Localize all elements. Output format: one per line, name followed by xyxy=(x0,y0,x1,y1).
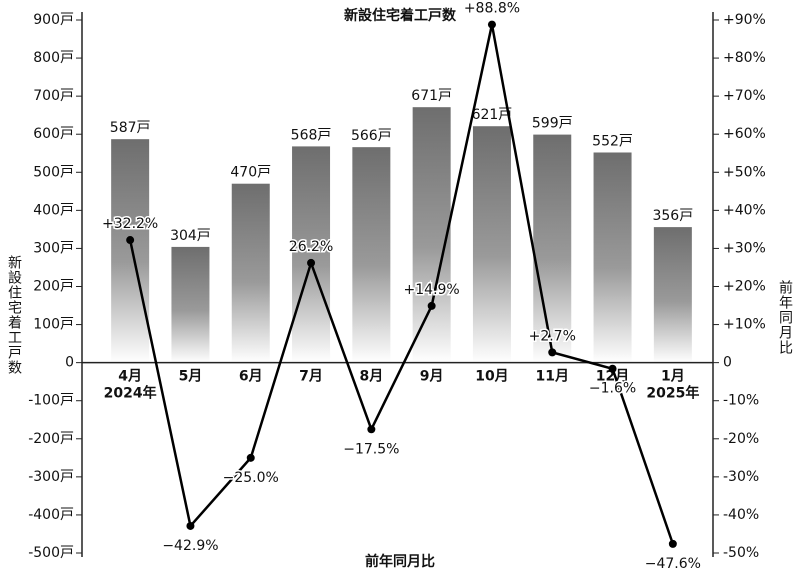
line xyxy=(128,24,675,545)
line-point xyxy=(487,20,496,29)
y-tick-label: 600戸 xyxy=(33,126,74,142)
y-tick-label: -400戸 xyxy=(28,507,74,523)
chart-title: 新設住宅着工戸数 xyxy=(344,7,457,24)
bar xyxy=(593,152,632,363)
y2-tick-label: +90% xyxy=(723,12,766,28)
x-year-label: 2024年 xyxy=(104,385,157,402)
line-point xyxy=(608,364,617,373)
y-tick-label: -200戸 xyxy=(28,431,74,447)
y2-tick-label: +30% xyxy=(723,240,766,256)
x-tick-label: 7月 xyxy=(299,369,323,385)
bar xyxy=(472,126,511,363)
line-point xyxy=(126,236,135,245)
bar-value-label: 566戸 xyxy=(351,128,392,144)
y2-tick-label: 0 xyxy=(723,355,732,371)
line-value-label: +88.8% xyxy=(464,1,520,17)
bar-value-label: 587戸 xyxy=(110,120,151,136)
y2-tick-label: +70% xyxy=(723,88,766,104)
bar-value-label: 568戸 xyxy=(291,127,332,143)
x-tick-label: 11月 xyxy=(536,369,569,385)
line-value-label: −17.5% xyxy=(343,441,399,457)
line-point xyxy=(668,539,677,548)
line-point xyxy=(367,425,376,434)
bar-value-label: 621戸 xyxy=(472,107,513,123)
x-tick-label: 9月 xyxy=(420,369,444,385)
y-tick-label: -300戸 xyxy=(28,469,74,485)
x-tick-label: 12月 xyxy=(596,369,629,385)
line-value-label: −1.6% xyxy=(589,381,636,397)
bar-value-label: 671戸 xyxy=(411,88,452,104)
bar-value-label: 552戸 xyxy=(592,133,633,149)
x-tick-label: 4月 xyxy=(118,369,142,385)
line-value-label: −42.9% xyxy=(162,538,218,554)
line-point xyxy=(186,521,195,530)
x-year-label: 2025年 xyxy=(646,385,699,402)
bar xyxy=(533,134,572,363)
x-tick-label: 10月 xyxy=(475,369,508,385)
y-tick-label: 900戸 xyxy=(33,12,74,28)
bar xyxy=(352,147,391,363)
y2-tick-label: +40% xyxy=(723,202,766,218)
y2-tick-label: -30% xyxy=(723,469,759,485)
y-tick-label: 100戸 xyxy=(33,317,74,333)
bar xyxy=(231,183,270,363)
y-tick-label: 200戸 xyxy=(33,279,74,295)
line-point xyxy=(307,258,316,267)
y2-tick-label: +80% xyxy=(723,50,766,66)
y2-tick-label: +60% xyxy=(723,126,766,142)
bar-value-label: 470戸 xyxy=(230,165,271,181)
y2-axis-title: 前年同月比 xyxy=(777,279,793,355)
x-tick-label: 5月 xyxy=(179,369,203,385)
y2-tick-label: -10% xyxy=(723,393,759,409)
line-point xyxy=(548,348,557,357)
bar xyxy=(292,146,331,363)
bar-value-label: 304戸 xyxy=(170,228,211,244)
bar xyxy=(653,227,692,363)
bar-value-label: 356戸 xyxy=(652,208,693,224)
line-value-label: +2.7% xyxy=(529,328,576,344)
line-value-label: +32.2% xyxy=(102,216,158,232)
y2-tick-label: +50% xyxy=(723,164,766,180)
bar-value-label: 599戸 xyxy=(532,116,573,132)
y2-tick-label: -50% xyxy=(723,545,759,561)
line-value-label: 26.2% xyxy=(289,239,333,255)
y-tick-label: -500戸 xyxy=(28,545,74,561)
y-tick-label: 300戸 xyxy=(33,240,74,256)
y-tick-label: 700戸 xyxy=(33,88,74,104)
y2-tick-label: -40% xyxy=(723,507,759,523)
y-tick-label: -100戸 xyxy=(28,393,74,409)
y-tick-label: 400戸 xyxy=(33,202,74,218)
y-tick-label: 800戸 xyxy=(33,50,74,66)
bar xyxy=(111,139,150,363)
x-tick-label: 6月 xyxy=(239,369,263,385)
line-value-label: +14.9% xyxy=(404,282,460,298)
x-tick-label: 1月 xyxy=(661,369,685,385)
x-axis-title: 前年同月比 xyxy=(365,553,435,570)
y2-tick-label: +10% xyxy=(723,317,766,333)
line-value-label: −47.6% xyxy=(645,556,701,572)
y2-tick-label: -20% xyxy=(723,431,759,447)
y-axis-title: 新設住宅着工戸数 xyxy=(6,255,22,375)
y-tick-label: 500戸 xyxy=(33,164,74,180)
x-tick-label: 8月 xyxy=(359,369,383,385)
y2-tick-label: +20% xyxy=(723,279,766,295)
line-point xyxy=(246,453,255,462)
line-value-label: −25.0% xyxy=(223,470,279,486)
y-tick-label: 0 xyxy=(65,355,74,371)
line-point xyxy=(427,301,436,310)
bar xyxy=(171,246,210,363)
bar xyxy=(412,107,451,363)
